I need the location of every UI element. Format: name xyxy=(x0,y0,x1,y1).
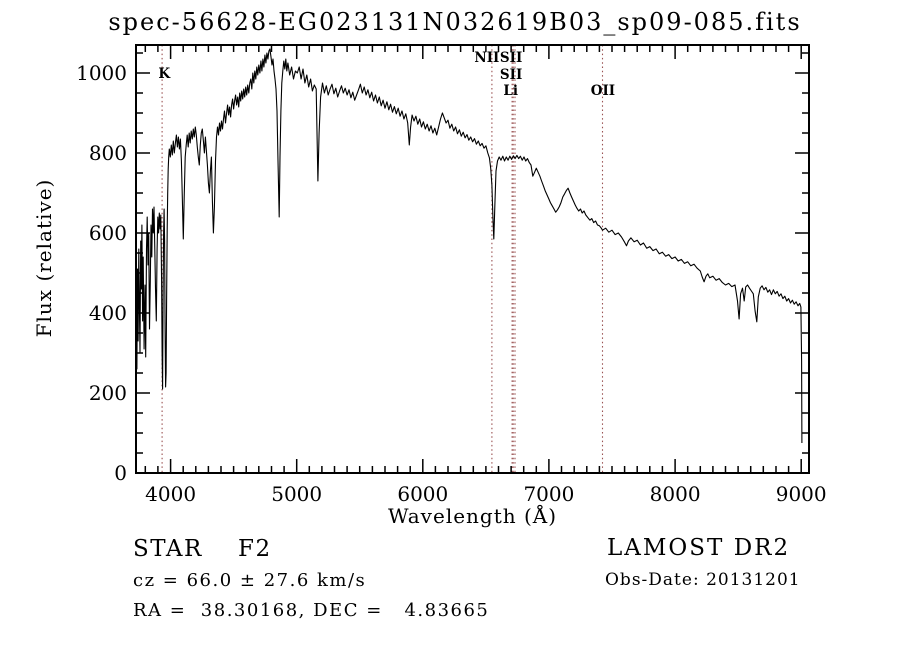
svg-text:OII: OII xyxy=(591,83,615,99)
svg-text:0: 0 xyxy=(114,461,127,485)
svg-text:600: 600 xyxy=(89,221,127,245)
plot-frame xyxy=(135,44,810,474)
svg-text:1000: 1000 xyxy=(76,61,127,85)
svg-text:6000: 6000 xyxy=(397,482,448,506)
svg-text:Li: Li xyxy=(503,83,518,99)
spectrum-trace xyxy=(135,48,803,444)
object-class-text: STAR F2 xyxy=(133,536,272,562)
svg-text:400: 400 xyxy=(89,301,127,325)
x-axis-ticks xyxy=(144,45,802,473)
svg-text:4000: 4000 xyxy=(145,482,196,506)
x-tick-labels: 4000 5000 6000 7000 8000 9000 xyxy=(145,482,827,506)
cz-text: cz = 66.0 ± 27.6 km/s xyxy=(133,570,367,591)
y-axis-ticks xyxy=(136,52,809,474)
plot-title: spec-56628-EG023131N032619B03_sp09-085.f… xyxy=(108,8,802,36)
svg-text:K: K xyxy=(158,66,171,82)
y-axis-label: Flux (relative) xyxy=(32,178,56,338)
svg-text:9000: 9000 xyxy=(776,482,827,506)
svg-text:SII: SII xyxy=(500,67,522,83)
svg-text:SII: SII xyxy=(500,50,522,66)
x-axis-label: Wavelength (Å) xyxy=(387,504,558,528)
svg-text:200: 200 xyxy=(89,381,127,405)
svg-text:7000: 7000 xyxy=(523,482,574,506)
svg-text:8000: 8000 xyxy=(650,482,701,506)
ra-dec-text: RA = 38.30168, DEC = 4.83665 xyxy=(133,600,490,621)
y-tick-labels: 0 200 400 600 800 1000 xyxy=(76,61,127,485)
svg-text:NII: NII xyxy=(474,50,499,66)
svg-text:5000: 5000 xyxy=(271,482,322,506)
survey-text: LAMOST DR2 xyxy=(607,535,791,561)
svg-text:800: 800 xyxy=(89,141,127,165)
obs-date-text: Obs-Date: 20131201 xyxy=(605,570,801,590)
